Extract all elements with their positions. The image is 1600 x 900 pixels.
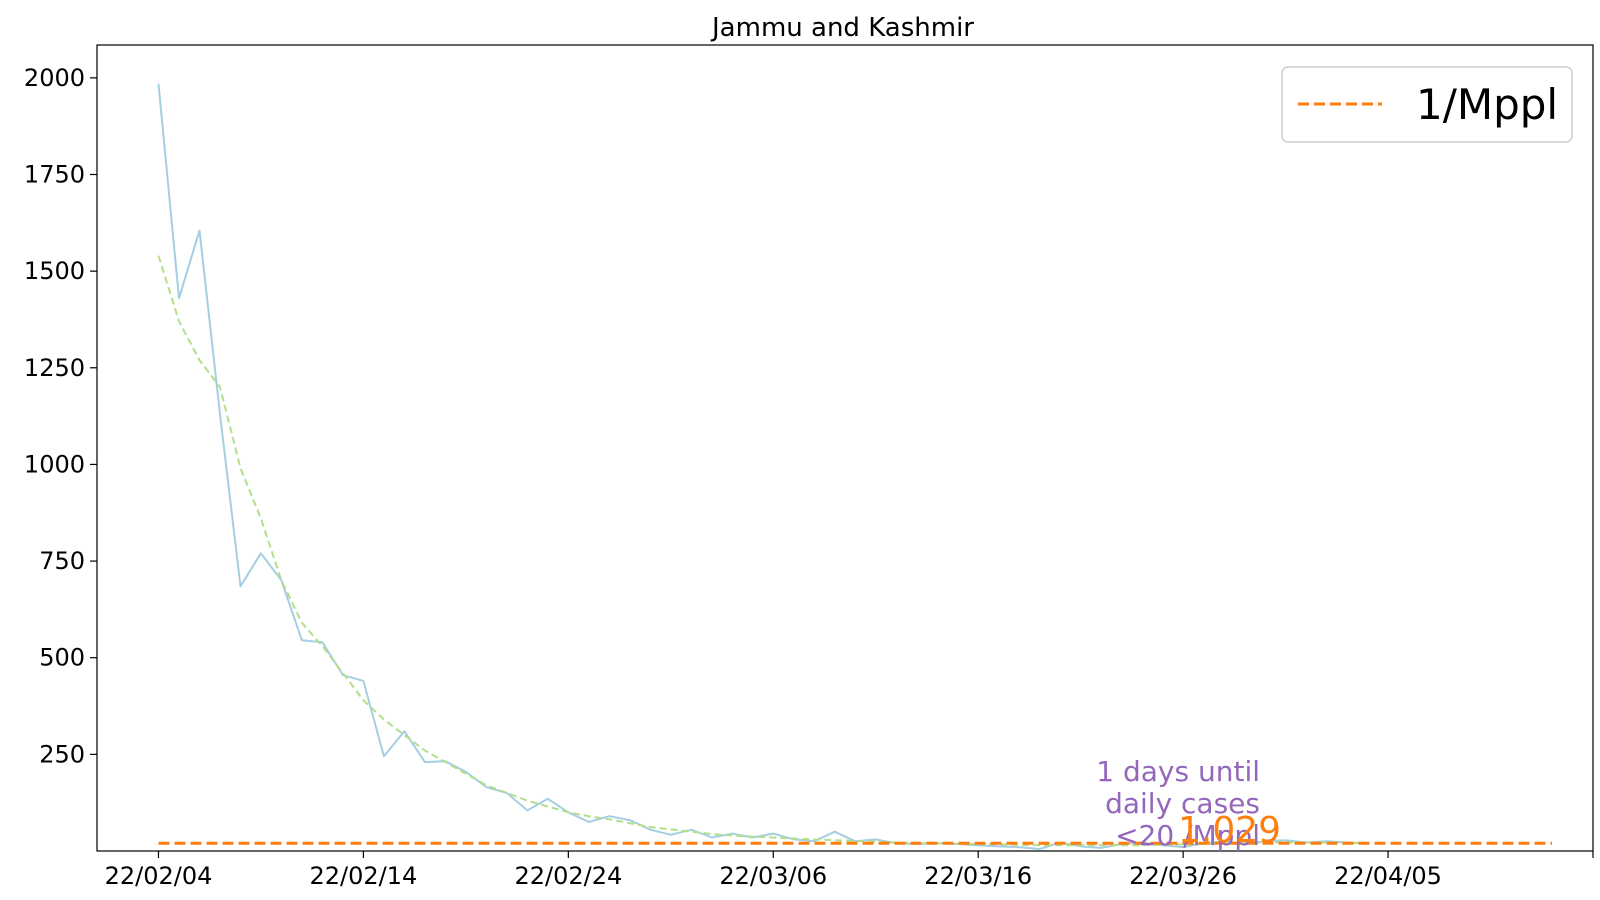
x-tick-label: 22/04/05 (1334, 862, 1442, 890)
y-tick-label: 250 (39, 740, 85, 768)
y-tick-label: 750 (39, 547, 85, 575)
x-tick-label: 22/02/24 (514, 862, 622, 890)
x-tick-label: 22/03/06 (719, 862, 827, 890)
legend: 1/Mppl (1281, 66, 1573, 143)
annotation-line-2: daily cases (1105, 787, 1260, 820)
x-tick-label: 22/03/16 (924, 862, 1032, 890)
annotation-line-1: 1 days until (1096, 755, 1260, 788)
y-tick-label: 1000 (24, 450, 85, 478)
x-tick-label: 22/02/04 (105, 862, 213, 890)
y-tick-label: 1500 (24, 257, 85, 285)
legend-box (1281, 66, 1573, 143)
annotations: 1 days until daily cases <20 /Mppl 1.029 (1096, 755, 1281, 852)
annotation-line-3: <20 /Mppl (1115, 819, 1260, 852)
annotation-value: 1.029 (1178, 810, 1281, 851)
legend-label-1-mppl: 1/Mppl (1416, 80, 1558, 129)
plot-frame (96, 44, 1594, 852)
y-tick-label: 1750 (24, 161, 85, 189)
x-tick-label: 22/02/14 (310, 862, 418, 890)
x-tick-label: 22/03/26 (1129, 862, 1237, 890)
series-line-2 (157, 255, 1368, 847)
chart-title: Jammu and Kashmir (710, 13, 974, 43)
y-tick-label: 1250 (24, 354, 85, 382)
y-tick-label: 2000 (24, 64, 85, 92)
plot-area (157, 83, 1552, 851)
axes: 250 500 750 1000 1250 1500 1750 2000 22/02/04 22/… (24, 44, 1594, 890)
y-tick-label: 500 (39, 644, 85, 672)
